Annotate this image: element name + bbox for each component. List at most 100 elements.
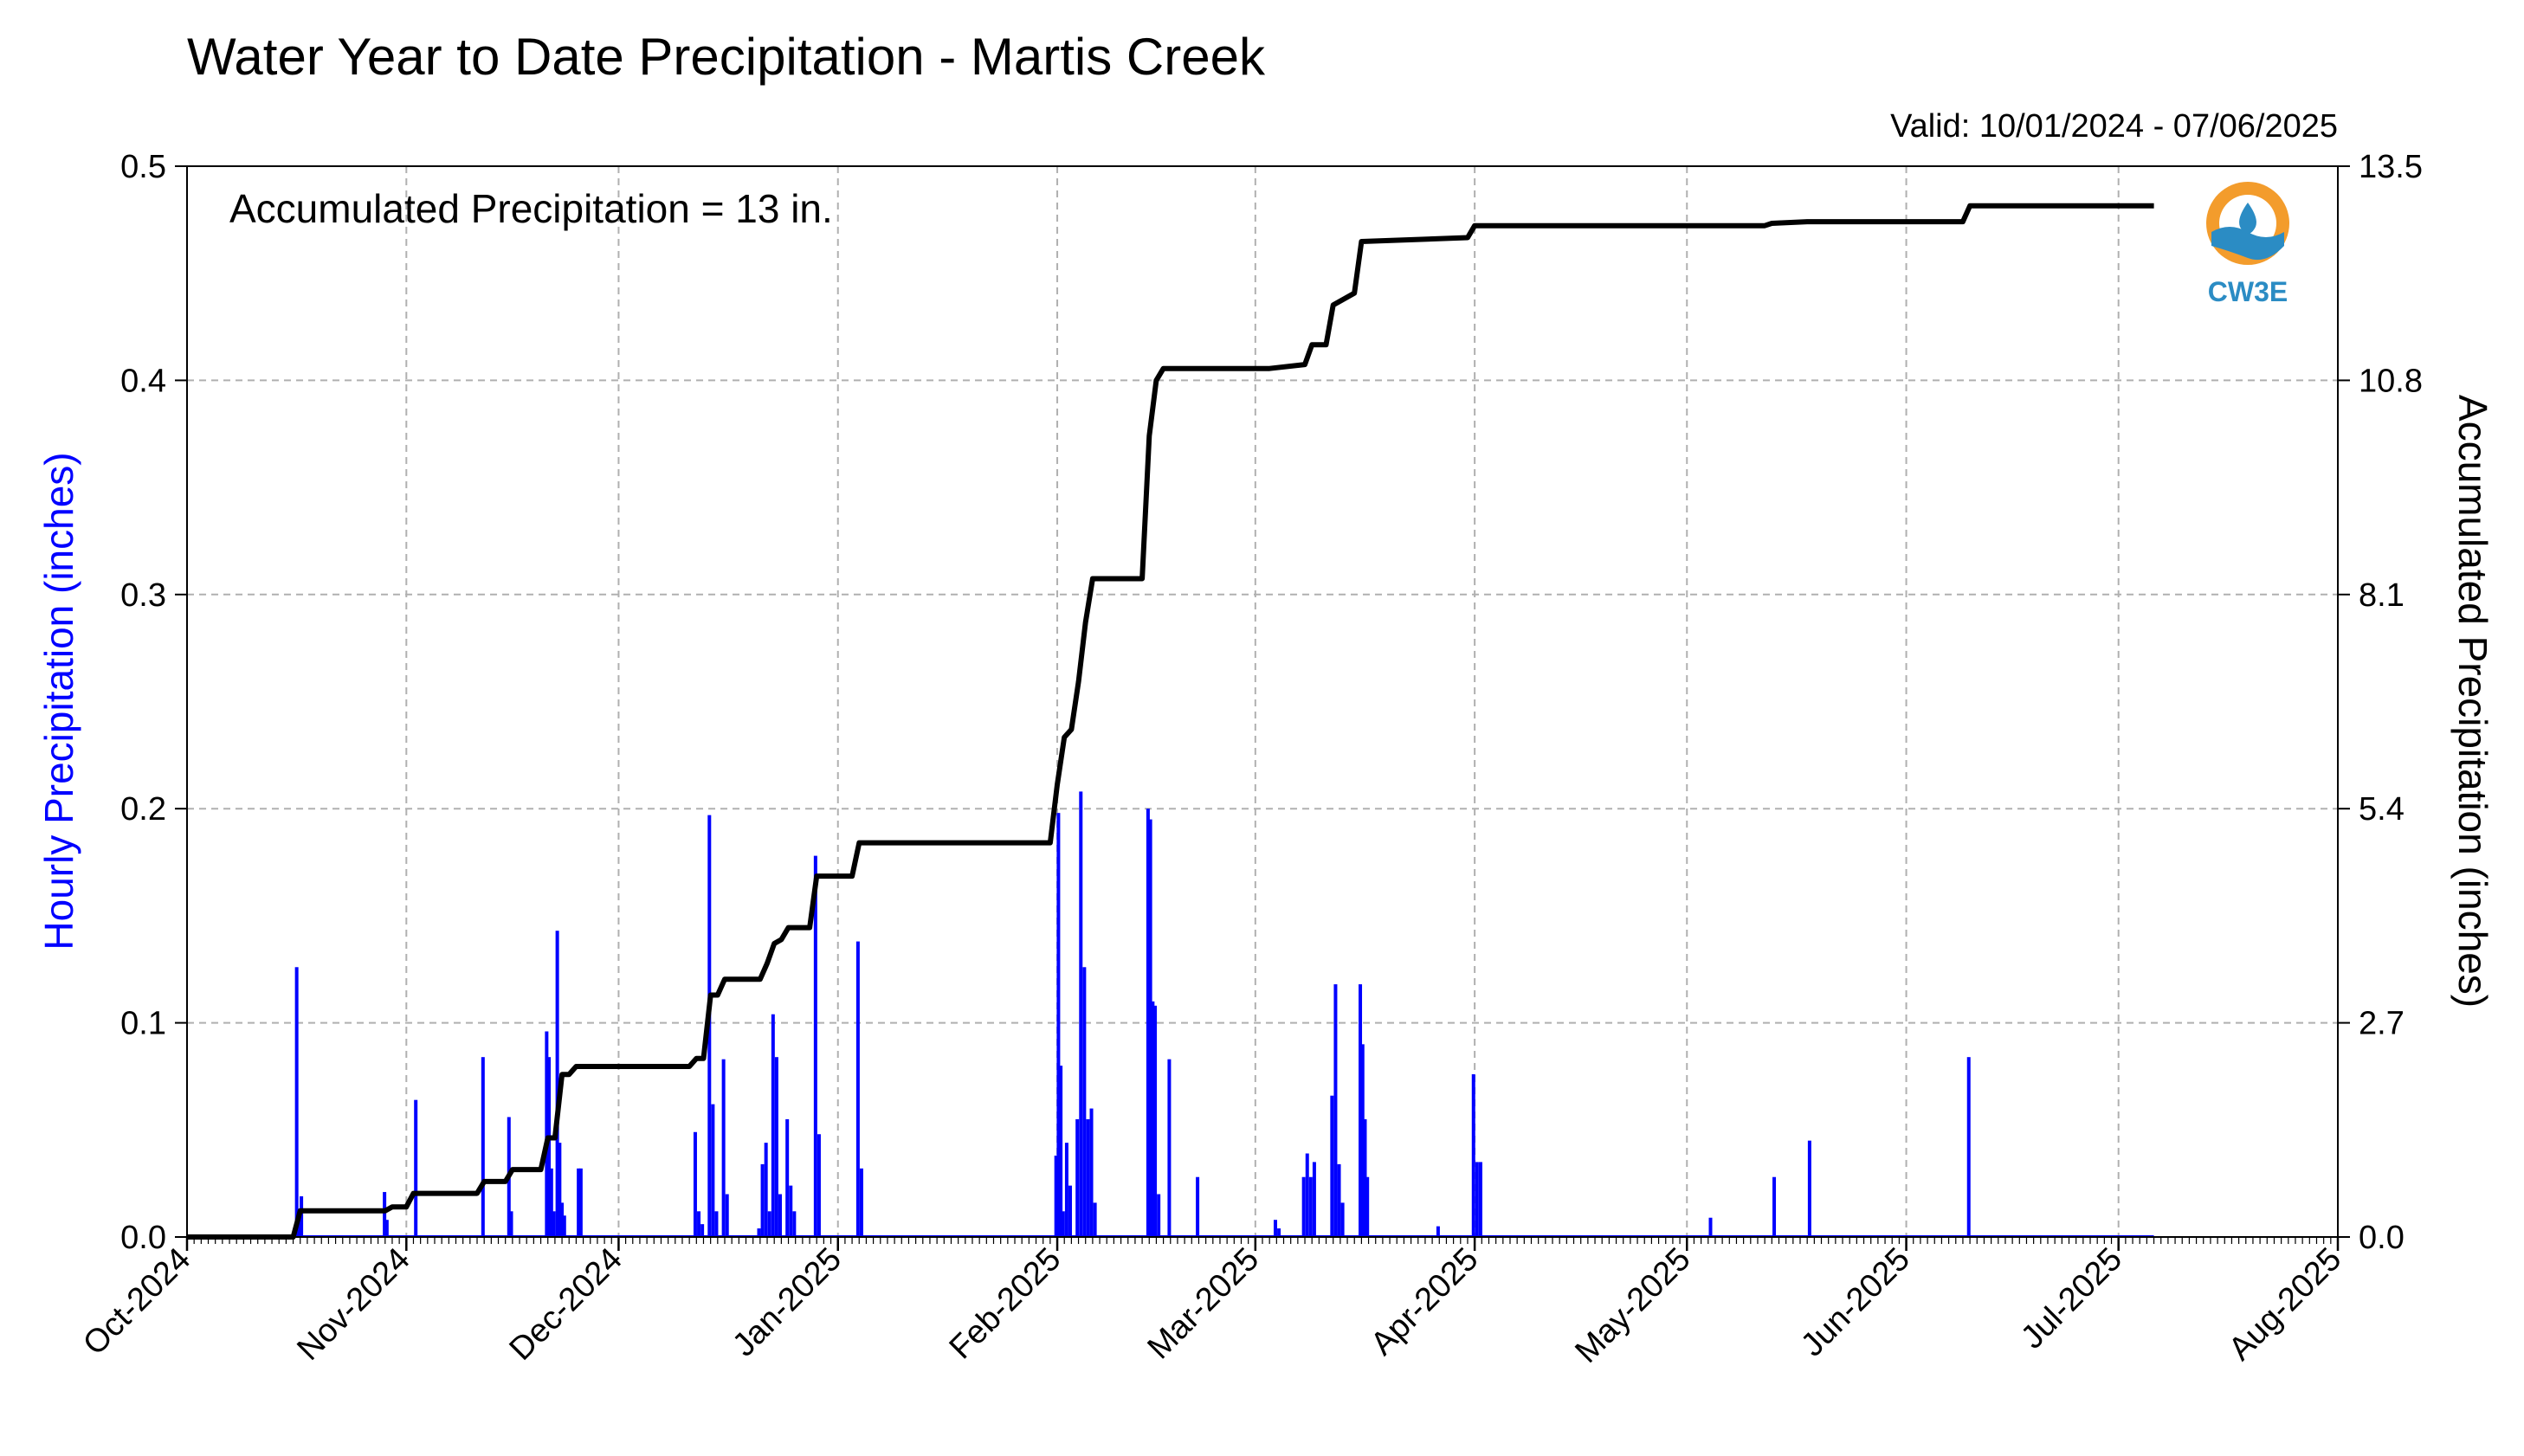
hourly-bar	[555, 931, 559, 1237]
hourly-bar	[1277, 1228, 1281, 1237]
hourly-bar	[1196, 1176, 1200, 1237]
hourly-bar	[414, 1099, 418, 1237]
y-tick-label-right: 13.5	[2359, 149, 2423, 185]
hourly-bar	[1360, 1044, 1365, 1237]
accumulated-annotation: Accumulated Precipitation = 13 in.	[229, 186, 833, 231]
hourly-bar	[1093, 1202, 1097, 1237]
hourly-bar	[562, 1215, 566, 1237]
hourly-bar	[1061, 1211, 1065, 1237]
hourly-bar	[1075, 1118, 1080, 1237]
x-tick-label: Mar-2025	[1140, 1241, 1266, 1367]
hourly-bar	[1333, 984, 1338, 1237]
hourly-bar	[859, 1168, 863, 1237]
hourly-bar	[1054, 1155, 1058, 1237]
hourly-bar	[1068, 1185, 1073, 1237]
hourly-bar	[1157, 1194, 1161, 1237]
hourly-bar	[855, 941, 860, 1237]
hourly-bar	[1330, 1095, 1334, 1237]
hourly-bar	[509, 1211, 513, 1237]
y-tick-label-left: 0.0	[120, 1220, 166, 1256]
hourly-bar	[481, 1057, 485, 1237]
y-tick-label-right: 5.4	[2359, 791, 2405, 828]
hourly-bar	[1079, 791, 1083, 1237]
hourly-bar	[1146, 809, 1150, 1237]
hourly-bar	[697, 1211, 701, 1237]
hourly-bar	[693, 1131, 697, 1237]
hourly-bar	[552, 1211, 556, 1237]
x-tick-label: Jul-2025	[2014, 1241, 2129, 1356]
grid	[187, 166, 2338, 1237]
x-tick-label: May-2025	[1568, 1241, 1697, 1370]
hourly-bar	[785, 1118, 790, 1237]
x-tick-label: Jan-2025	[726, 1241, 849, 1364]
hourly-bar	[1966, 1057, 1971, 1237]
hourly-bar	[789, 1185, 793, 1237]
y-tick-label-right: 2.7	[2359, 1006, 2405, 1042]
accumulated-line-layer	[187, 203, 2154, 1240]
hourly-bar	[549, 1168, 553, 1237]
hourly-bar	[1089, 1108, 1094, 1237]
y-tick-label-right: 10.8	[2359, 363, 2423, 399]
hourly-bar	[1337, 1163, 1341, 1237]
x-tick-label: Jun-2025	[1794, 1241, 1917, 1364]
cw3e-logo: CW3E	[2206, 182, 2289, 307]
y-tick-label-left: 0.4	[120, 363, 166, 399]
hourly-bar	[725, 1194, 729, 1237]
hourly-bar	[1148, 819, 1152, 1237]
y-tick-label-left: 0.5	[120, 149, 166, 185]
hourly-bar	[1359, 984, 1363, 1237]
hourly-bar	[1471, 1073, 1475, 1237]
hourly-bar	[757, 1228, 761, 1237]
hourly-bar	[1305, 1153, 1309, 1237]
x-tick-label: Feb-2025	[943, 1241, 1068, 1367]
valid-date-range: Valid: 10/01/2024 - 07/06/2025	[1890, 108, 2338, 145]
axis-ticks: 0.0 0.1 0.2 0.3 0.4 0.5 0.0 2.7 5.4 8.1 10.8 13.5 Oc…	[76, 149, 2423, 1370]
hourly-bar	[1475, 1162, 1479, 1237]
hourly-bar	[711, 1104, 715, 1237]
hourly-bar	[1772, 1176, 1777, 1237]
y-axis-label-left: Hourly Precipitation (inches)	[36, 452, 81, 950]
y-tick-label-left: 0.2	[120, 791, 166, 828]
x-tick-label: Aug-2025	[2222, 1241, 2348, 1368]
hourly-bar	[1708, 1217, 1713, 1237]
hourly-bar	[1365, 1176, 1370, 1237]
hourly-bar	[1151, 1001, 1155, 1237]
hourly-bar	[1363, 1118, 1367, 1237]
hourly-bar	[700, 1224, 705, 1237]
hourly-bar	[792, 1211, 797, 1237]
hourly-bar	[1273, 1220, 1277, 1237]
hourly-bar	[545, 1031, 549, 1237]
y-tick-label-right: 8.1	[2359, 577, 2405, 614]
hourly-bar	[383, 1192, 387, 1237]
hourly-bar	[1312, 1162, 1316, 1237]
hourly-bar	[1086, 1118, 1090, 1237]
hourly-bar	[384, 1220, 389, 1237]
hourly-bar	[774, 1057, 778, 1237]
y-tick-label-left: 0.3	[120, 577, 166, 614]
hourly-bar	[767, 1211, 771, 1237]
hourly-bars	[187, 791, 2154, 1237]
hourly-bar	[778, 1194, 783, 1237]
hourly-bar	[1082, 967, 1087, 1237]
hourly-bar	[721, 1059, 726, 1237]
logo-water-icon	[2211, 227, 2284, 261]
hourly-bar	[578, 1168, 583, 1237]
y-tick-label-left: 0.1	[120, 1006, 166, 1042]
x-tick-label: Oct-2024	[76, 1241, 197, 1363]
hourly-bar	[813, 855, 817, 1237]
x-tick-label: Nov-2024	[290, 1241, 416, 1368]
hourly-bar	[1167, 1059, 1172, 1237]
hourly-bar	[294, 967, 299, 1237]
y-axis-label-right: Accumulated Precipitation (inches)	[2450, 395, 2495, 1008]
plot-frame	[186, 165, 2339, 1238]
hourly-bar	[1478, 1162, 1482, 1237]
hourly-bar	[1308, 1176, 1313, 1237]
hourly-bar	[558, 1143, 562, 1237]
hourly-bar	[1340, 1202, 1345, 1237]
hourly-bar	[1153, 1005, 1158, 1237]
hourly-bar	[300, 1195, 304, 1237]
hourly-bar	[577, 1168, 581, 1237]
hourly-bar	[817, 1134, 821, 1237]
hourly-bar	[1807, 1140, 1811, 1237]
